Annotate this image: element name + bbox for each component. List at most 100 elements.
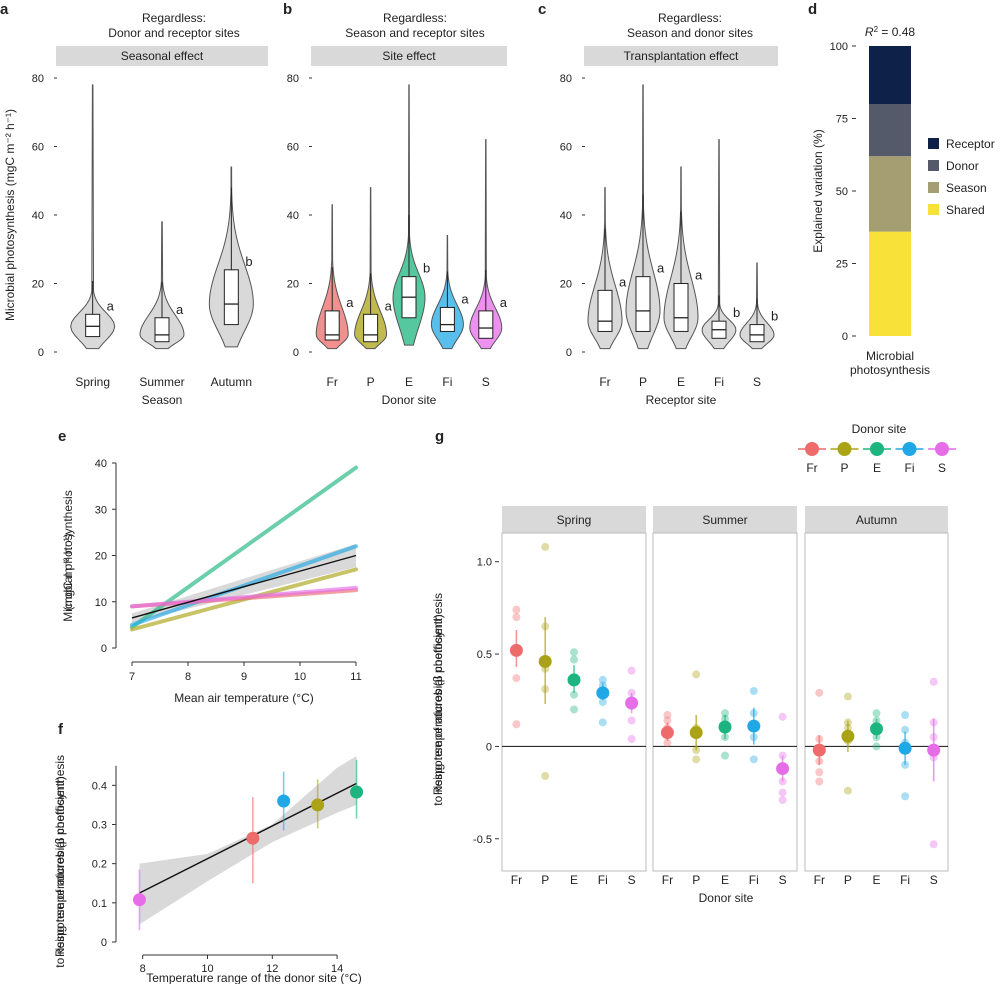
mean-point-Fr bbox=[509, 643, 523, 657]
point-S bbox=[132, 893, 146, 907]
x-axis-label: Donor site bbox=[382, 393, 437, 407]
legend-swatch-season bbox=[928, 182, 939, 193]
bar-segment-season bbox=[869, 156, 911, 232]
y-tick-label: 0 bbox=[101, 937, 107, 949]
x-tick-label: 8 bbox=[140, 963, 146, 975]
box-S bbox=[478, 310, 494, 339]
significance-letter: b bbox=[245, 254, 252, 269]
y-axis-label: Microbial photosynthesis (mgC m⁻² h⁻¹) bbox=[3, 109, 17, 321]
y-axis-label: (mgC m⁻² h⁻¹) bbox=[61, 533, 75, 610]
facet-strip bbox=[56, 46, 268, 66]
replicate-point-E bbox=[872, 742, 881, 751]
panel-b: Regardless:Season and receptor sites Site… bbox=[287, 11, 508, 407]
x-tick-label: Fi bbox=[900, 873, 910, 887]
x-tick-label: E bbox=[872, 873, 880, 887]
x-tick-label: S bbox=[930, 873, 938, 887]
facet-strip-label: Seasonal effect bbox=[121, 49, 204, 63]
panel-c: Regardless:Season and donor sites Transpl… bbox=[560, 11, 778, 407]
facet-strip-label: Site effect bbox=[382, 49, 436, 63]
line-S bbox=[130, 585, 358, 609]
box-Autumn bbox=[223, 269, 239, 326]
significance-letter: a bbox=[107, 298, 115, 313]
y-tick-label: 20 bbox=[560, 279, 572, 291]
x-tick-label: S bbox=[753, 375, 761, 389]
panel-title: Season and donor sites bbox=[627, 26, 753, 40]
bar-segment-shared bbox=[869, 231, 911, 336]
legend-dot-P bbox=[837, 442, 852, 456]
x-tick-label: S bbox=[482, 375, 490, 389]
y-tick-label: -0.5 bbox=[473, 834, 492, 846]
mean-point-Fr bbox=[660, 726, 674, 740]
y-tick-label: 25 bbox=[836, 259, 848, 271]
replicate-point-Fr bbox=[512, 605, 521, 614]
box-Spring bbox=[85, 313, 101, 338]
y-tick-label: 30 bbox=[95, 504, 107, 516]
replicate-point-P bbox=[843, 786, 852, 795]
x-category-label: Microbial bbox=[866, 349, 914, 363]
significance-letter: a bbox=[695, 268, 703, 283]
facet-strip bbox=[502, 506, 646, 533]
point-Fr bbox=[246, 831, 260, 845]
y-tick-label: 0 bbox=[842, 331, 848, 343]
facet-panel bbox=[501, 532, 647, 872]
y-tick-label: 40 bbox=[32, 210, 44, 222]
panel-letter: a bbox=[0, 1, 9, 18]
x-tick-label: 10 bbox=[201, 963, 213, 975]
panel-d: R2 = 0.48 0 25 50 75 100 Explained variation (… bbox=[811, 25, 995, 378]
x-tick-label: 8 bbox=[185, 671, 191, 683]
y-tick-label: 0.4 bbox=[92, 780, 107, 792]
significance-letter: a bbox=[385, 298, 393, 313]
replicate-point-Fi bbox=[901, 725, 910, 734]
replicate-point-S bbox=[929, 677, 938, 686]
y-tick-label: 60 bbox=[287, 142, 299, 154]
panel-title: Regardless: bbox=[142, 11, 206, 25]
legend-label: Shared bbox=[946, 203, 985, 217]
facet-strip-label: Transplantation effect bbox=[624, 49, 739, 63]
replicate-point-Fi bbox=[598, 675, 607, 684]
facet-strip bbox=[311, 46, 507, 66]
panel-letter: f bbox=[58, 721, 64, 738]
y-tick-label: 0.1 bbox=[92, 898, 107, 910]
y-tick-label: 0.5 bbox=[477, 649, 492, 661]
facet-strip bbox=[805, 506, 948, 533]
significance-letter: a bbox=[657, 261, 665, 276]
x-tick-label: Fr bbox=[662, 873, 673, 887]
panel-title: Donor and receptor sites bbox=[108, 26, 239, 40]
x-tick-label: P bbox=[692, 873, 700, 887]
y-tick-label: 1.0 bbox=[477, 557, 492, 569]
facet-strip-label: Autumn bbox=[856, 513, 897, 527]
x-axis-label: Donor site bbox=[699, 891, 754, 905]
replicate-point-S bbox=[778, 788, 787, 797]
replicate-point-Fi bbox=[598, 718, 607, 727]
legend-title: Donor site bbox=[852, 422, 907, 436]
x-tick-label: Fi bbox=[442, 375, 452, 389]
violin-Spring bbox=[70, 84, 116, 350]
panel-title: Season and receptor sites bbox=[345, 26, 484, 40]
x-tick-label: S bbox=[628, 873, 636, 887]
bar-segment-donor bbox=[869, 104, 911, 157]
legend-swatch-receptor bbox=[928, 138, 939, 149]
replicate-point-P bbox=[541, 771, 550, 780]
facet-strip bbox=[584, 46, 778, 66]
legend-label: Fr bbox=[806, 461, 817, 475]
y-tick-label: 40 bbox=[560, 210, 572, 222]
violin-P bbox=[354, 187, 388, 350]
x-tick-label: Autumn bbox=[211, 375, 252, 389]
box-P bbox=[363, 313, 379, 343]
x-tick-label: Fr bbox=[599, 375, 610, 389]
x-tick-label: Fr bbox=[814, 873, 825, 887]
legend-label: S bbox=[938, 461, 946, 475]
replicate-point-E bbox=[570, 690, 578, 699]
mean-point-Fi bbox=[898, 741, 912, 755]
x-tick-label: E bbox=[405, 375, 413, 389]
box-Fr bbox=[597, 289, 613, 332]
bar-segment-receptor bbox=[869, 46, 911, 104]
panel-e: 0 10 20 30 40 7 8 9 10 11 Mean air temperature (°C… bbox=[61, 458, 362, 705]
panel-title: Regardless: bbox=[658, 11, 722, 25]
legend-label: E bbox=[873, 461, 881, 475]
mean-point-E bbox=[870, 722, 883, 736]
point-P bbox=[311, 798, 325, 812]
x-tick-label: Fi bbox=[598, 873, 608, 887]
x-axis-label: Temperature range of the donor site (°C) bbox=[146, 971, 362, 984]
